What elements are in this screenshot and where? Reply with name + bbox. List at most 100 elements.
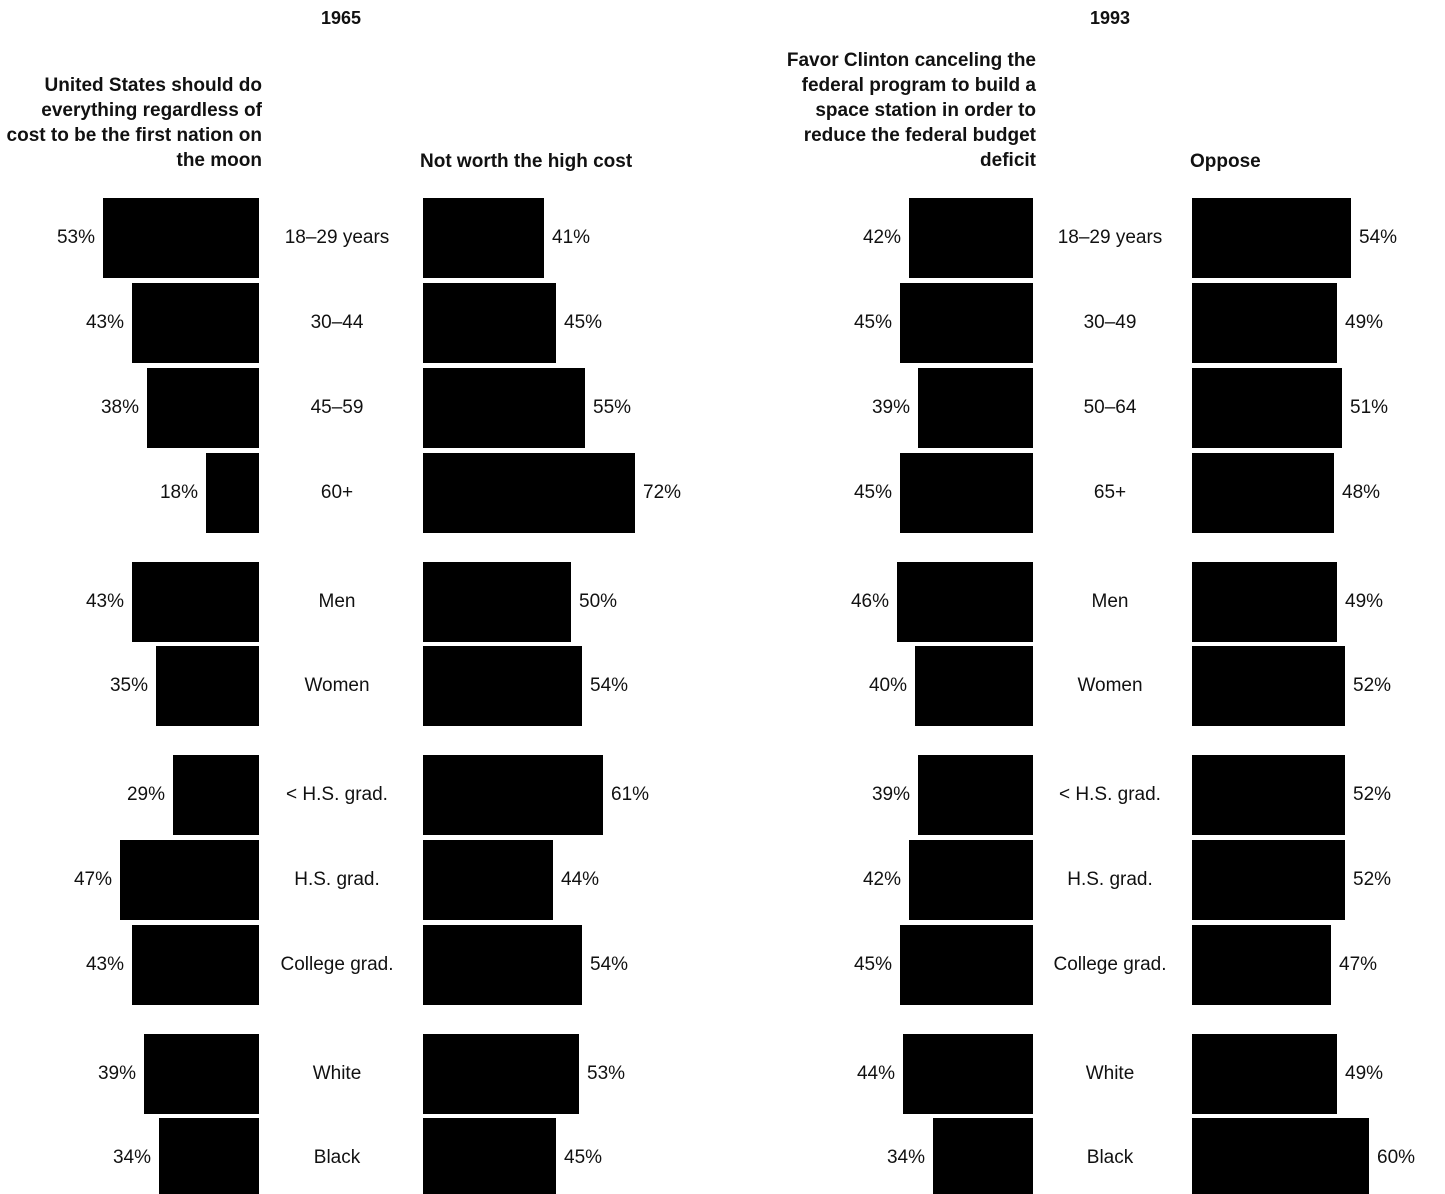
right-bar bbox=[423, 198, 544, 278]
left-bar bbox=[918, 368, 1033, 448]
right-bar-value-label: 45% bbox=[564, 312, 603, 333]
category-label: Women bbox=[304, 675, 370, 696]
left-column-header: United States should do everything regar… bbox=[6, 75, 262, 171]
category-label: College grad. bbox=[1053, 954, 1167, 975]
right-column-header: Oppose bbox=[1190, 151, 1261, 172]
right-bar bbox=[1192, 368, 1342, 448]
left-bar-value-label: 29% bbox=[126, 784, 165, 805]
category-label: Men bbox=[1091, 591, 1129, 612]
left-bar-value-label: 42% bbox=[862, 869, 901, 890]
left-bar bbox=[909, 198, 1033, 278]
right-bar bbox=[1192, 1118, 1369, 1194]
category-label: H.S. grad. bbox=[294, 869, 380, 890]
left-bar bbox=[132, 925, 259, 1005]
category-label: White bbox=[1085, 1063, 1135, 1084]
category-label: 30–49 bbox=[1083, 312, 1137, 333]
right-bar bbox=[423, 755, 603, 835]
right-bar bbox=[1192, 1034, 1337, 1114]
panel-title: 1993 bbox=[1089, 8, 1131, 28]
category-label: 65+ bbox=[1093, 482, 1127, 503]
right-bar bbox=[423, 840, 553, 920]
right-bar-value-label: 47% bbox=[1339, 954, 1378, 975]
right-bar-value-label: 49% bbox=[1345, 1063, 1384, 1084]
left-bar-value-label: 42% bbox=[862, 227, 901, 248]
left-bar-value-label: 43% bbox=[85, 312, 124, 333]
right-bar-value-label: 72% bbox=[643, 482, 682, 503]
right-bar-value-label: 41% bbox=[552, 227, 591, 248]
left-bar bbox=[897, 562, 1033, 642]
category-label: 60+ bbox=[320, 482, 354, 503]
category-label: 18–29 years bbox=[284, 227, 390, 248]
left-bar bbox=[909, 840, 1033, 920]
category-label: Black bbox=[1086, 1147, 1134, 1168]
left-bar-value-label: 53% bbox=[56, 227, 95, 248]
left-bar bbox=[144, 1034, 259, 1114]
left-bar bbox=[206, 453, 259, 533]
category-label: Women bbox=[1077, 675, 1143, 696]
left-bar-value-label: 45% bbox=[853, 954, 892, 975]
right-bar bbox=[1192, 646, 1345, 726]
left-bar bbox=[120, 840, 259, 920]
right-bar bbox=[1192, 755, 1345, 835]
right-bar-value-label: 53% bbox=[587, 1063, 626, 1084]
left-bar-value-label: 38% bbox=[100, 397, 139, 418]
category-label: White bbox=[312, 1063, 362, 1084]
right-bar bbox=[423, 646, 582, 726]
left-bar bbox=[900, 283, 1033, 363]
left-bar-value-label: 39% bbox=[871, 397, 910, 418]
right-bar-value-label: 61% bbox=[611, 784, 650, 805]
left-bar-value-label: 34% bbox=[112, 1147, 151, 1168]
category-label: 30–44 bbox=[310, 312, 364, 333]
right-bar-value-label: 55% bbox=[593, 397, 632, 418]
left-bar bbox=[147, 368, 259, 448]
left-bar-value-label: 34% bbox=[886, 1147, 925, 1168]
right-bar bbox=[1192, 198, 1351, 278]
left-bar-value-label: 43% bbox=[85, 591, 124, 612]
right-bar bbox=[423, 1118, 556, 1194]
left-bar bbox=[900, 453, 1033, 533]
left-bar-value-label: 44% bbox=[856, 1063, 895, 1084]
right-bar bbox=[423, 925, 582, 1005]
right-bar bbox=[1192, 925, 1331, 1005]
left-bar bbox=[173, 755, 259, 835]
category-label: < H.S. grad. bbox=[1059, 784, 1161, 805]
right-bar-value-label: 52% bbox=[1353, 784, 1392, 805]
left-bar bbox=[933, 1118, 1033, 1194]
left-column-header: Favor Clinton canceling the federal prog… bbox=[786, 50, 1036, 171]
category-label: H.S. grad. bbox=[1067, 869, 1153, 890]
right-bar-value-label: 50% bbox=[579, 591, 618, 612]
left-bar-value-label: 43% bbox=[85, 954, 124, 975]
right-bar-value-label: 45% bbox=[564, 1147, 603, 1168]
left-bar bbox=[156, 646, 259, 726]
right-bar-value-label: 49% bbox=[1345, 312, 1384, 333]
left-bar-value-label: 35% bbox=[109, 675, 148, 696]
left-bar bbox=[915, 646, 1033, 726]
right-bar-value-label: 60% bbox=[1377, 1147, 1416, 1168]
category-label: 45–59 bbox=[310, 397, 364, 418]
left-bar bbox=[903, 1034, 1033, 1114]
right-bar bbox=[1192, 453, 1334, 533]
right-bar bbox=[1192, 840, 1345, 920]
right-bar-value-label: 54% bbox=[590, 954, 629, 975]
right-bar-value-label: 49% bbox=[1345, 591, 1384, 612]
left-bar bbox=[132, 283, 259, 363]
left-bar-value-label: 39% bbox=[871, 784, 910, 805]
right-bar-value-label: 54% bbox=[1359, 227, 1398, 248]
right-bar-value-label: 44% bbox=[561, 869, 600, 890]
category-label: College grad. bbox=[280, 954, 394, 975]
category-label: Black bbox=[313, 1147, 361, 1168]
right-column-header: Not worth the high cost bbox=[420, 151, 633, 172]
right-bar bbox=[1192, 562, 1337, 642]
right-bar bbox=[423, 368, 585, 448]
right-bar bbox=[423, 1034, 579, 1114]
right-bar-value-label: 51% bbox=[1350, 397, 1389, 418]
left-bar-value-label: 45% bbox=[853, 482, 892, 503]
left-bar bbox=[159, 1118, 259, 1194]
left-bar bbox=[900, 925, 1033, 1005]
left-bar bbox=[918, 755, 1033, 835]
right-bar bbox=[1192, 283, 1337, 363]
category-label: 18–29 years bbox=[1057, 227, 1163, 248]
right-bar-value-label: 48% bbox=[1342, 482, 1381, 503]
left-bar bbox=[103, 198, 259, 278]
